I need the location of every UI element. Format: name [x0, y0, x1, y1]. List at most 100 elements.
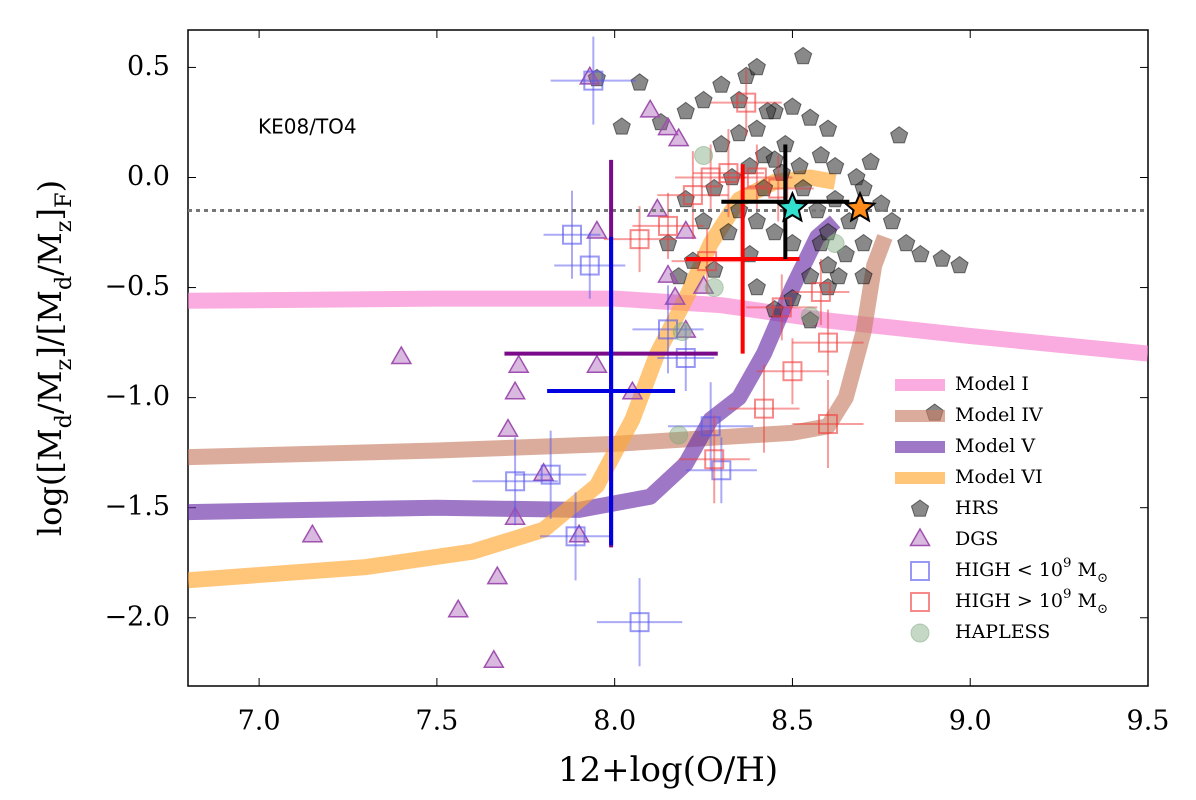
pentagon-marker	[826, 156, 845, 175]
pentagon-marker	[818, 255, 838, 274]
triangle-marker	[504, 380, 526, 400]
circle-marker	[825, 234, 845, 254]
circle-marker	[694, 145, 714, 165]
pentagon-marker	[765, 222, 784, 241]
pentagon-marker	[801, 108, 820, 126]
y-tick-label: 0.0	[127, 161, 170, 192]
pentagon-marker	[854, 178, 873, 197]
legend-swatch	[910, 561, 930, 581]
square-marker	[562, 224, 582, 245]
x-tick-label: 9.0	[949, 706, 992, 737]
x-tick-label: 8.0	[593, 706, 636, 737]
square-marker	[754, 398, 774, 419]
legend-swatch	[910, 499, 930, 517]
square-marker	[629, 229, 650, 250]
pentagon-marker	[911, 244, 930, 263]
triangle-marker	[483, 649, 505, 669]
model-line	[188, 290, 1148, 362]
legend-label: Model I	[955, 373, 1029, 395]
circle-marker	[672, 322, 692, 342]
pentagon-marker	[783, 288, 802, 307]
triangle-marker	[507, 354, 530, 374]
pentagon-marker	[801, 266, 820, 285]
legend-label: HAPLESS	[955, 621, 1050, 643]
triangle-marker	[657, 116, 679, 136]
legend-label: HIGH > 109 M⊙	[955, 587, 1108, 617]
square-marker	[818, 414, 838, 435]
pentagon-marker	[818, 119, 838, 137]
pentagon-marker	[829, 266, 848, 285]
square-marker	[565, 526, 586, 547]
square-marker	[711, 460, 732, 481]
triangle-marker	[486, 565, 509, 585]
square-marker	[658, 215, 678, 236]
square-marker	[782, 361, 803, 382]
legend-label: HIGH < 109 M⊙	[955, 556, 1108, 586]
pentagon-marker	[758, 101, 777, 120]
plot-area	[188, 36, 1148, 669]
legend-label: Model V	[955, 435, 1035, 457]
triangle-marker	[447, 598, 469, 618]
square-marker	[540, 464, 561, 485]
square-marker	[771, 297, 792, 318]
y-tick-label: 0.5	[127, 51, 170, 82]
circle-marker	[800, 306, 820, 326]
pentagon-marker	[932, 249, 951, 267]
square-marker	[682, 185, 703, 206]
square-marker	[818, 332, 838, 353]
pentagon-marker	[747, 119, 766, 137]
legend-label: Model VI	[955, 466, 1043, 488]
pentagon-marker	[747, 277, 766, 296]
square-marker	[700, 167, 721, 188]
legend-swatch	[910, 623, 930, 643]
triangle-marker	[646, 198, 669, 217]
triangle-marker	[497, 418, 519, 437]
square-marker	[746, 167, 767, 188]
legend-label: HRS	[955, 497, 999, 519]
triangle-marker	[586, 354, 608, 374]
y-tick-label: −2.0	[104, 601, 170, 632]
triangle-marker	[692, 275, 715, 294]
y-tick-label: −1.5	[104, 491, 170, 522]
pentagon-marker	[826, 189, 845, 208]
triangle-marker	[639, 98, 661, 118]
pentagon-marker	[783, 97, 802, 115]
square-marker	[505, 471, 526, 492]
triangle-marker	[667, 127, 690, 147]
pentagon-marker	[694, 211, 713, 230]
star-marker	[843, 190, 877, 223]
pentagon-marker	[950, 255, 969, 274]
pentagon-marker	[872, 194, 891, 212]
square-marker	[704, 449, 725, 470]
pentagon-marker	[854, 233, 873, 252]
pentagon-marker	[811, 145, 830, 164]
pentagon-marker	[712, 75, 731, 93]
pentagon-marker	[882, 211, 902, 230]
circle-marker	[669, 425, 689, 445]
star-marker	[775, 190, 810, 223]
pentagon-marker	[612, 117, 631, 135]
triangle-marker	[532, 462, 555, 481]
pentagon-marker	[719, 222, 738, 241]
square-marker	[658, 319, 678, 340]
pentagon-marker	[747, 211, 766, 230]
pentagon-marker	[730, 123, 749, 142]
pentagon-marker	[808, 200, 827, 219]
square-marker	[675, 348, 696, 368]
triangle-marker	[301, 523, 324, 543]
square-marker	[697, 251, 718, 272]
pentagon-marker	[790, 156, 809, 175]
pentagon-marker	[818, 222, 838, 241]
pentagon-marker	[630, 73, 649, 91]
pentagon-marker	[861, 152, 880, 170]
triangle-marker	[664, 286, 686, 305]
square-marker	[700, 416, 721, 437]
x-tick-label: 7.0	[238, 706, 281, 737]
plot-frame	[187, 29, 1149, 687]
pentagon-marker	[747, 57, 766, 76]
triangle-marker	[675, 219, 697, 239]
legend-label: DGS	[955, 528, 998, 550]
model-line	[188, 234, 893, 466]
pentagon-marker	[676, 101, 695, 120]
